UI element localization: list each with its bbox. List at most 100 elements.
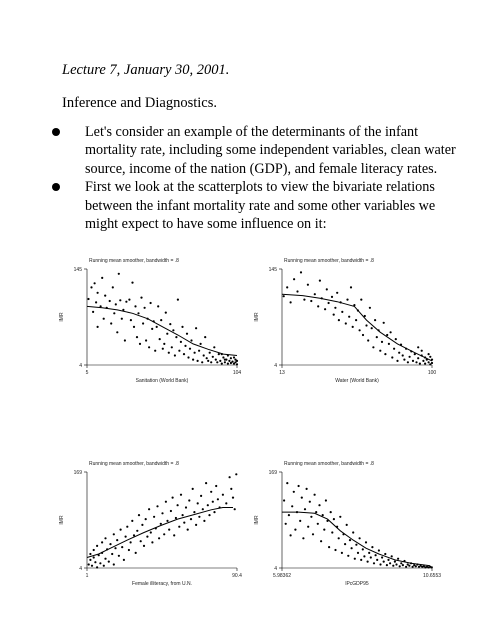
data-point (193, 511, 196, 514)
data-point (334, 306, 337, 309)
data-point (355, 319, 358, 322)
y-tick-label: 4 (274, 566, 277, 572)
data-point (287, 514, 290, 517)
data-point (384, 353, 387, 356)
data-point (234, 361, 237, 364)
data-point (158, 338, 161, 341)
data-point (408, 564, 411, 567)
data-point (324, 308, 327, 311)
data-point (344, 322, 347, 325)
data-point (87, 297, 90, 301)
data-point (178, 349, 181, 352)
data-point (119, 528, 122, 531)
data-point (387, 558, 390, 561)
data-point (96, 291, 99, 294)
data-point (198, 349, 201, 352)
data-point (318, 279, 321, 282)
data-point (203, 519, 206, 522)
data-point (430, 361, 434, 365)
data-point (308, 500, 311, 503)
data-point (226, 362, 229, 365)
data-point (138, 342, 142, 345)
data-point (137, 514, 141, 517)
data-point (117, 272, 120, 275)
data-point (136, 529, 139, 532)
y-tick-label: 4 (79, 363, 82, 369)
data-point (213, 346, 216, 349)
data-point (135, 336, 139, 339)
data-point (294, 528, 297, 531)
data-point (151, 541, 154, 544)
data-point (303, 508, 307, 511)
data-point (231, 360, 234, 363)
data-point (235, 363, 239, 366)
data-point (196, 502, 199, 505)
data-point (424, 362, 427, 365)
data-point (299, 271, 303, 274)
smoother-line (86, 507, 233, 558)
data-point (367, 339, 370, 342)
data-point (400, 562, 403, 565)
data-point (101, 276, 104, 279)
data-point (391, 356, 394, 359)
data-point (142, 544, 146, 547)
data-point (199, 342, 202, 345)
data-point (300, 496, 303, 499)
section-heading: Inference and Diagnostics. (62, 95, 218, 111)
data-point (221, 493, 224, 496)
bullet-text: First we look at the scatterplots to vie… (85, 179, 436, 233)
data-point (331, 531, 334, 534)
data-point (140, 296, 143, 299)
data-point (297, 484, 300, 488)
data-point (126, 525, 129, 528)
data-point (92, 548, 95, 552)
data-point (201, 361, 204, 364)
data-point (158, 537, 161, 540)
data-point (110, 322, 113, 325)
x-tick-label: 13 (279, 370, 285, 376)
data-point (200, 494, 203, 497)
bullet-dot-icon (52, 128, 60, 136)
data-point (228, 359, 231, 362)
data-point (101, 541, 104, 544)
data-point (360, 298, 363, 301)
data-point (371, 546, 374, 549)
bullet-item: Let's consider an example of the determi… (48, 123, 468, 178)
data-point (420, 349, 423, 352)
data-point (216, 498, 219, 501)
data-point (296, 290, 299, 293)
data-point (368, 306, 371, 309)
data-point (176, 504, 179, 507)
y-tick-label: 145 (269, 267, 278, 273)
chart-title: Running mean smoother, bandwidth = .8 (89, 461, 179, 467)
data-point (363, 314, 366, 318)
data-point (370, 327, 373, 330)
data-point (217, 353, 220, 356)
data-point (393, 347, 396, 350)
data-point (232, 356, 236, 359)
data-point (316, 522, 319, 525)
data-point (284, 522, 287, 525)
data-point (184, 344, 187, 347)
data-point (346, 298, 349, 301)
data-point (114, 303, 117, 306)
data-point (394, 338, 397, 341)
y-axis-label: IMR (254, 312, 260, 322)
data-point (361, 333, 365, 337)
bullet-list: Let's consider an example of the determi… (48, 123, 468, 233)
y-tick-label: 169 (269, 470, 278, 476)
data-point (87, 563, 90, 566)
data-point (109, 543, 112, 546)
data-point (131, 281, 134, 284)
data-point (211, 500, 214, 503)
x-tick-label: 5.98362 (273, 573, 291, 579)
data-point (132, 325, 136, 328)
data-point (417, 565, 421, 568)
data-point (429, 355, 432, 358)
data-point (353, 557, 356, 560)
data-point (350, 547, 353, 550)
data-point (188, 347, 192, 350)
data-point (176, 298, 179, 301)
data-point (337, 319, 340, 322)
data-point (289, 534, 292, 537)
